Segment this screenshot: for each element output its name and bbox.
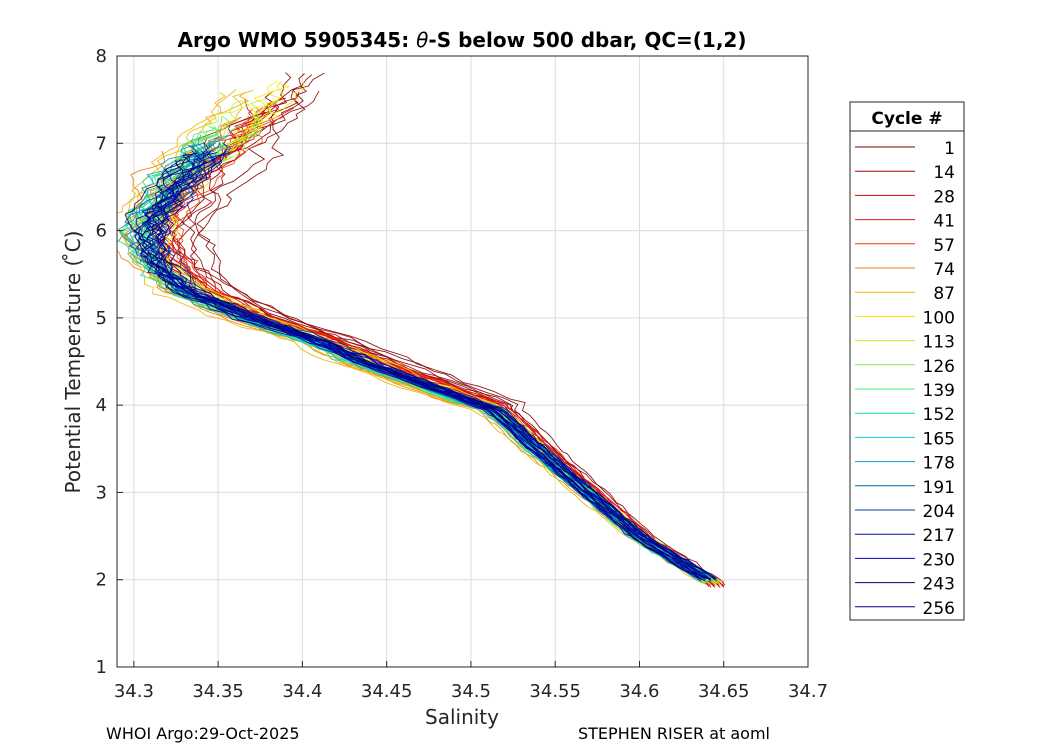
legend-label: 139 xyxy=(923,381,955,401)
legend-entry: 1 xyxy=(855,139,955,159)
legend-label: 256 xyxy=(923,599,955,619)
y-tick-labels: 1 2 3 4 5 6 7 8 xyxy=(96,46,123,678)
legend-label: 87 xyxy=(933,284,955,304)
x-tick-label: 34.65 xyxy=(698,681,750,702)
x-tick-label: 34.45 xyxy=(361,681,413,702)
profile-line xyxy=(197,73,726,586)
legend-entry: 230 xyxy=(855,550,955,570)
x-axis-label: Salinity xyxy=(425,705,499,729)
legend-entry: 191 xyxy=(855,478,955,498)
legend-entry: 204 xyxy=(855,502,955,522)
legend-label: 126 xyxy=(923,357,955,377)
legend-label: 74 xyxy=(933,260,955,280)
x-tick-label: 34.6 xyxy=(619,681,659,702)
chart-title: Argo WMO 5905345: θ-S below 500 dbar, QC… xyxy=(178,28,747,52)
legend-label: 57 xyxy=(933,236,955,256)
series-layer xyxy=(117,72,726,588)
x-tick-label: 34.5 xyxy=(451,681,491,702)
legend-label: 28 xyxy=(933,187,955,207)
profile-line xyxy=(132,159,702,580)
profile-line xyxy=(190,90,725,588)
legend-entry: 165 xyxy=(855,429,955,449)
legend-title: Cycle # xyxy=(871,109,942,129)
legend-entry: 41 xyxy=(855,212,955,232)
profile-line xyxy=(152,161,717,580)
y-axis-label: Potential Temperature ( ̊C) xyxy=(61,231,85,494)
legend-label: 243 xyxy=(923,575,955,595)
y-tick-label: 4 xyxy=(96,395,107,416)
legend-entry: 28 xyxy=(855,187,955,207)
legend-entry: 57 xyxy=(855,236,955,256)
legend-entry: 126 xyxy=(855,357,955,377)
title-theta: θ xyxy=(416,28,428,52)
legend-entry: 178 xyxy=(855,454,955,474)
title-prefix: Argo WMO 5905345: xyxy=(178,28,417,52)
legend-label: 152 xyxy=(923,405,955,425)
y-tick-label: 1 xyxy=(96,657,107,678)
legend-label: 191 xyxy=(923,478,955,498)
x-tick-label: 34.3 xyxy=(114,681,154,702)
legend-label: 41 xyxy=(933,212,955,232)
title-suffix: -S below 500 dbar, QC=(1,2) xyxy=(428,28,746,52)
plot-frame xyxy=(116,55,809,668)
legend-label: 230 xyxy=(923,550,955,570)
legend-entry: 100 xyxy=(855,308,955,328)
x-tick-labels: 34.3 34.35 34.4 34.45 34.5 34.55 34.6 34.65 34.7 xyxy=(114,661,828,702)
profile-line xyxy=(167,97,725,588)
x-tick-label: 34.4 xyxy=(282,681,322,702)
legend-label: 178 xyxy=(923,454,955,474)
legend-entry: 113 xyxy=(855,333,955,353)
legend-entry: 243 xyxy=(855,575,955,595)
x-tick-label: 34.55 xyxy=(529,681,581,702)
legend-label: 204 xyxy=(923,502,955,522)
legend-entries: 1 14 28 41 57 74 87 100 113 126 139 152 165 178 191 204… xyxy=(855,139,955,619)
x-tick-label: 34.7 xyxy=(788,681,828,702)
legend-entry: 74 xyxy=(855,260,955,280)
legend-entry: 217 xyxy=(855,526,955,546)
legend-label: 100 xyxy=(923,308,955,328)
y-tick-label: 5 xyxy=(96,308,107,329)
profile-line xyxy=(153,151,716,580)
legend-entry: 139 xyxy=(855,381,955,401)
profile-line xyxy=(139,159,712,582)
legend-entry: 14 xyxy=(855,163,955,183)
legend-entry: 87 xyxy=(855,284,955,304)
legend-label: 113 xyxy=(923,333,955,353)
profile-line xyxy=(138,153,711,580)
x-tick-label: 34.35 xyxy=(192,681,244,702)
profile-line xyxy=(128,142,703,584)
legend-label: 14 xyxy=(933,163,955,183)
legend: Cycle # 11428415774871001131261391521651… xyxy=(849,101,965,621)
y-tick-label: 8 xyxy=(96,46,107,67)
legend-label: 217 xyxy=(923,526,955,546)
footer-credit: WHOI Argo:29-Oct-2025 xyxy=(106,724,300,743)
y-tick-label: 2 xyxy=(96,570,107,591)
footer-author: STEPHEN RISER at aoml xyxy=(578,724,770,743)
y-tick-label: 3 xyxy=(96,482,107,503)
legend-box xyxy=(849,101,965,621)
legend-entry: 256 xyxy=(855,599,955,619)
y-tick-label: 6 xyxy=(96,221,107,242)
y-tick-label: 7 xyxy=(96,133,107,154)
legend-label: 1 xyxy=(944,139,955,159)
series-256 xyxy=(132,158,717,582)
legend-label: 165 xyxy=(923,429,955,449)
legend-entry: 152 xyxy=(855,405,955,425)
